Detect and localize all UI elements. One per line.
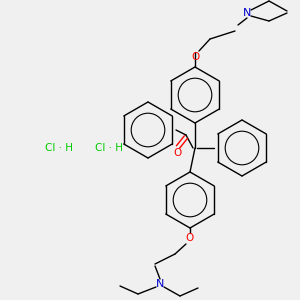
Text: Cl · H: Cl · H (95, 143, 123, 153)
Text: O: O (174, 148, 182, 158)
Text: N: N (156, 279, 164, 289)
Text: O: O (186, 233, 194, 243)
Text: O: O (191, 52, 199, 62)
Text: N: N (243, 8, 251, 18)
Text: Cl · H: Cl · H (45, 143, 73, 153)
